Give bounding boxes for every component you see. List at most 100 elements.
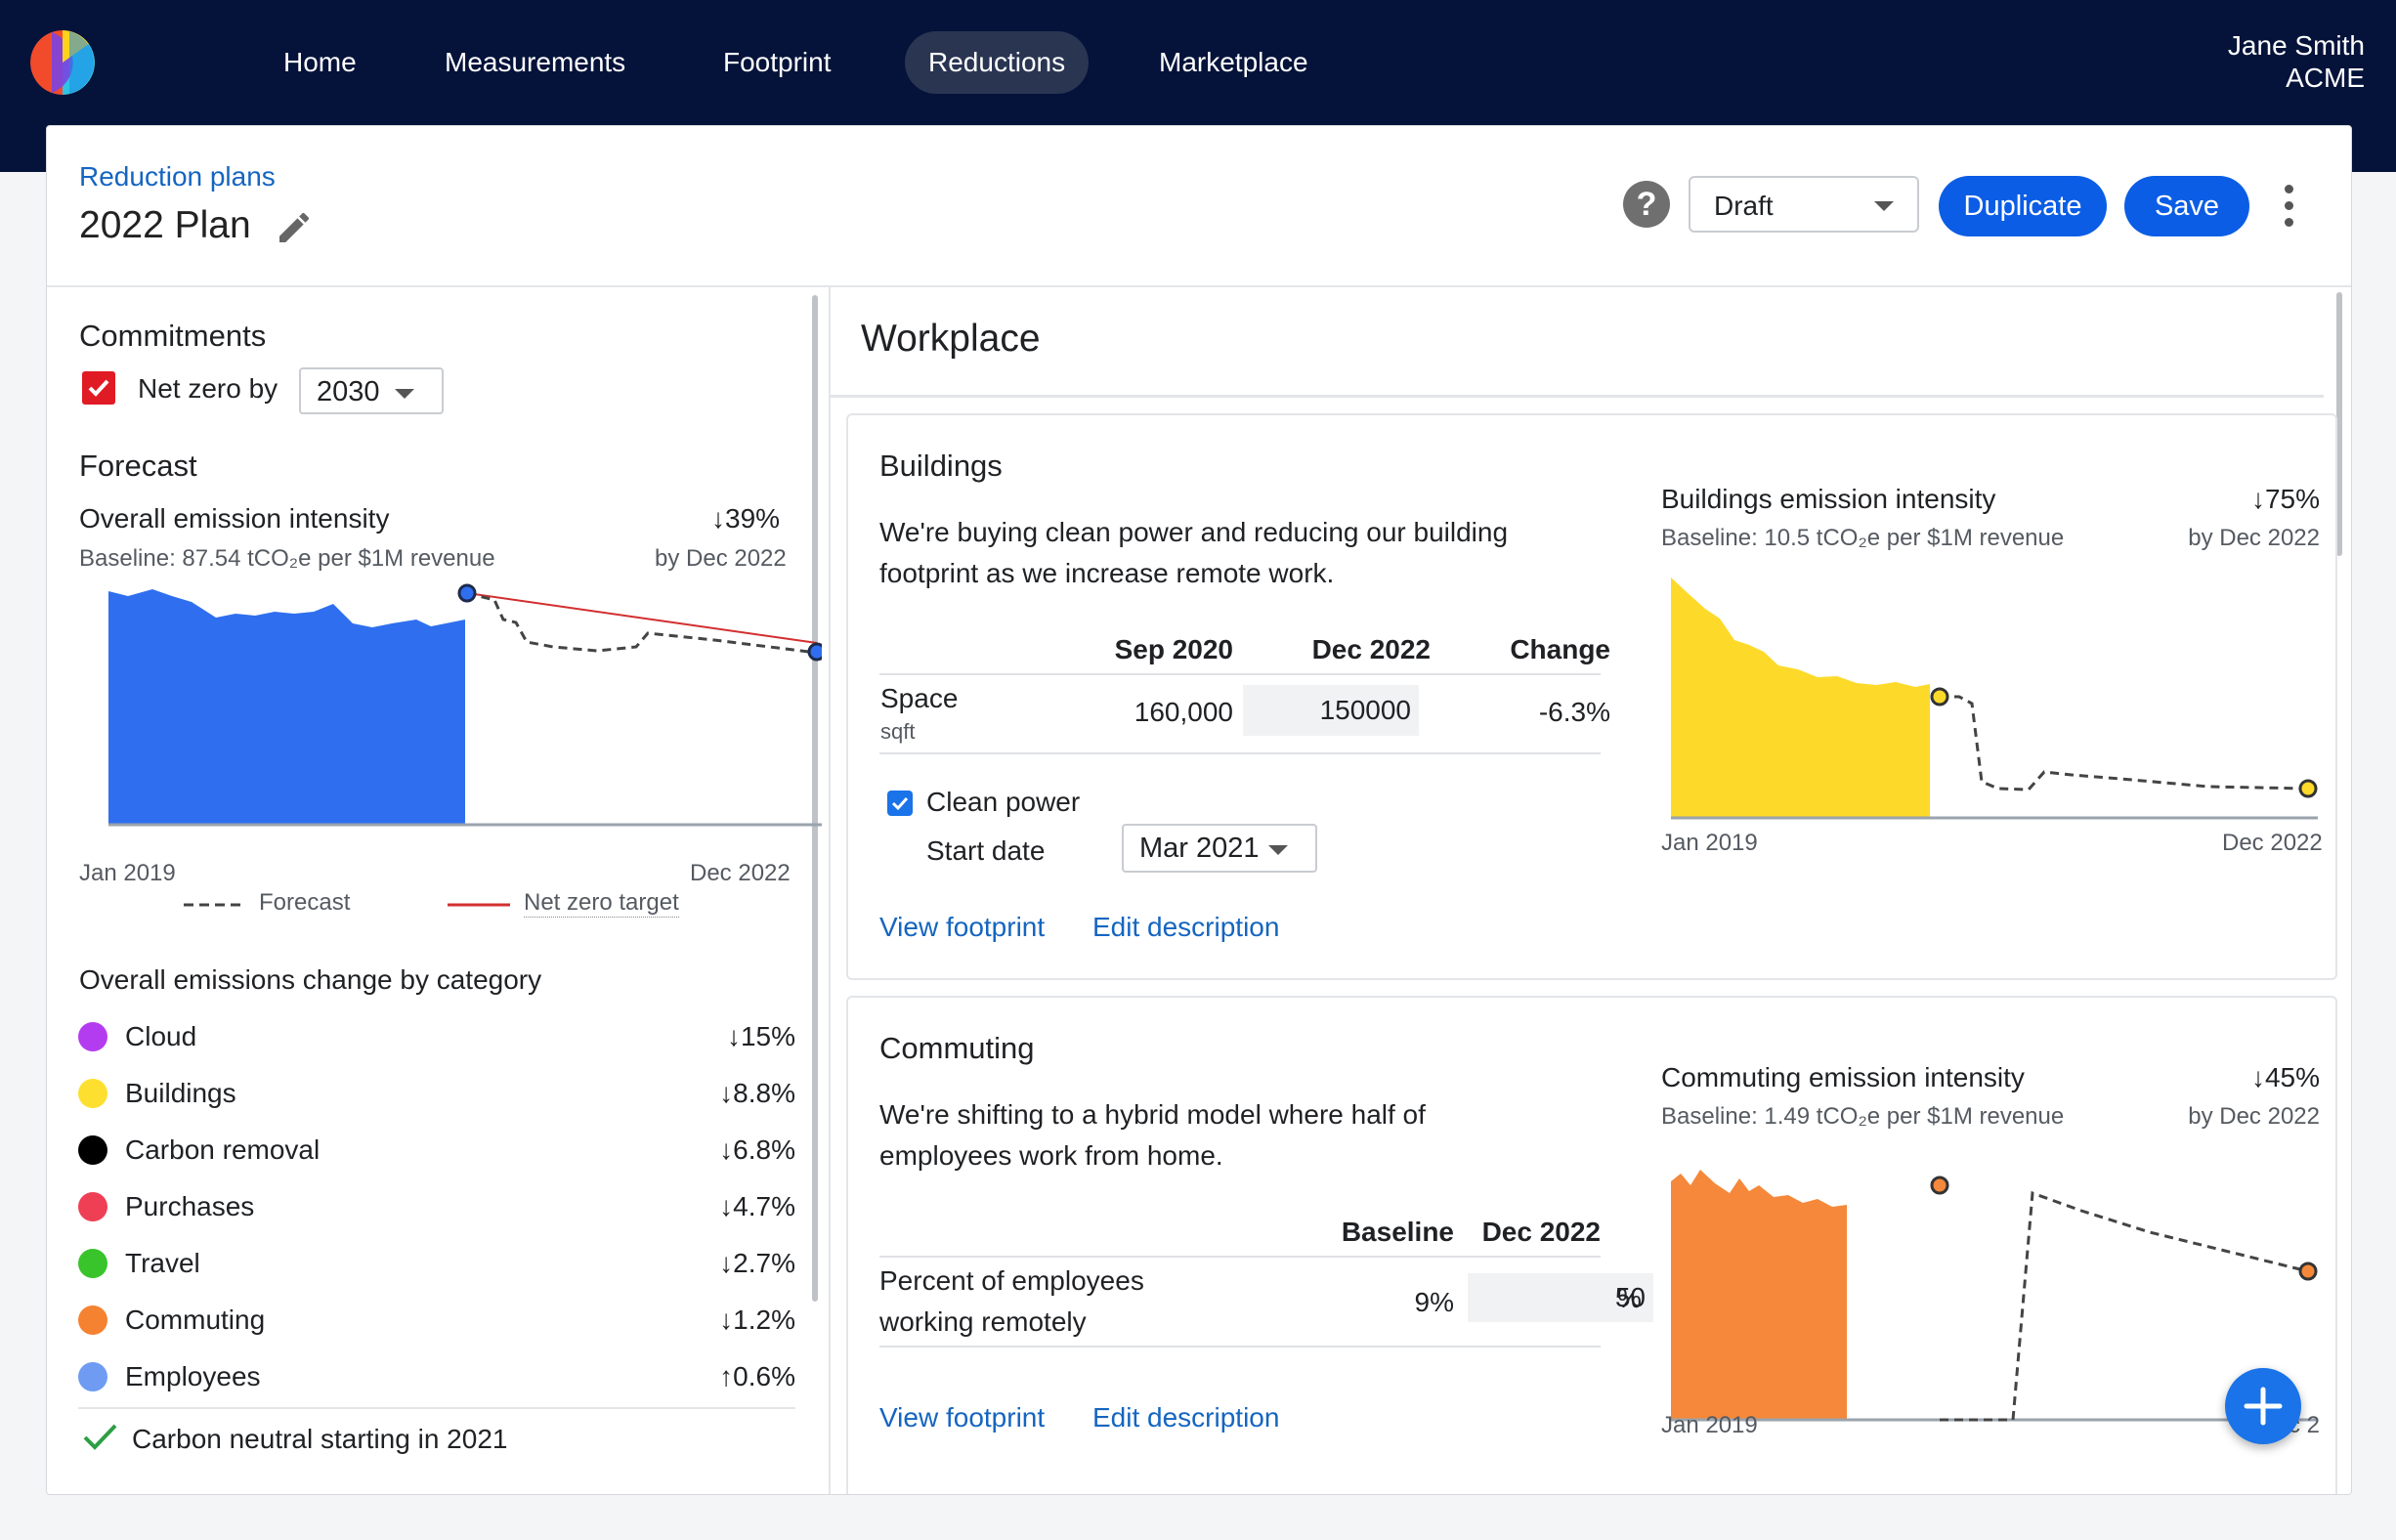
commuting-emission-chart	[1671, 1170, 2318, 1422]
nav-marketplace[interactable]: Marketplace	[1159, 47, 1308, 77]
buildings-edit-description-link[interactable]: Edit description	[1092, 912, 1280, 942]
forecast-title: Forecast	[79, 449, 197, 483]
category-row-carbon-removal: Carbon removal ↓6.8%	[78, 1123, 795, 1179]
col-baseline: Baseline	[1341, 1217, 1454, 1247]
buildings-actual-area	[1671, 578, 1930, 818]
nav-reductions[interactable]: Reductions	[905, 31, 1090, 94]
col-dec-2022: Dec 2022	[1481, 1217, 1601, 1247]
category-change: ↓8.8%	[719, 1078, 795, 1108]
space-label: Space	[880, 683, 959, 713]
carbon-neutral-note: Carbon neutral starting in 2021	[132, 1424, 508, 1454]
purchases-dot	[78, 1192, 107, 1221]
chevron-down-icon	[395, 389, 414, 399]
commuting-end-point	[2298, 1262, 2318, 1281]
commuting-edit-description-link[interactable]: Edit description	[1092, 1402, 1280, 1433]
category-label: Employees	[125, 1361, 261, 1391]
buildings-view-footprint-link[interactable]: View footprint	[879, 912, 1046, 942]
start-date-select[interactable]: Mar 2021	[1122, 824, 1317, 873]
category-label: Commuting	[125, 1305, 266, 1335]
plan-header: Reduction plans 2022 Plan ? Draft Duplic…	[47, 126, 2351, 287]
left-sidebar: Commitments Net zero by 2030 Forecast Ov…	[47, 285, 831, 1494]
col-dec-2022: Dec 2022	[1311, 634, 1431, 664]
remote-dec-input[interactable]: 50	[1468, 1273, 1653, 1322]
app-logo-icon[interactable]	[30, 30, 95, 95]
right-scrollbar[interactable]	[2336, 292, 2342, 556]
net-zero-year-select[interactable]: 2030	[299, 367, 444, 414]
commuting-start-point	[1930, 1176, 1949, 1195]
table-divider	[879, 1346, 1601, 1348]
nav-home[interactable]: Home	[283, 47, 357, 77]
overall-baseline: Baseline: 87.54 tCO₂e per $1M revenue	[79, 545, 495, 572]
buildings-start-point	[1930, 687, 1949, 706]
buildings-chart-baseline: Baseline: 10.5 tCO₂e per $1M revenue	[1661, 525, 2065, 551]
help-icon[interactable]: ?	[1623, 181, 1670, 228]
status-select-value: Draft	[1714, 191, 1774, 221]
table-divider	[879, 752, 1601, 754]
duplicate-button[interactable]: Duplicate	[1939, 176, 2107, 236]
space-unit: sqft	[880, 719, 916, 744]
category-row-cloud: Cloud ↓15%	[78, 1009, 795, 1066]
buildings-card: Buildings We're buying clean power and r…	[846, 413, 2337, 980]
commuting-chart-baseline: Baseline: 1.49 tCO₂e per $1M revenue	[1661, 1103, 2065, 1130]
net-zero-checkbox[interactable]	[82, 371, 115, 405]
breadcrumb-reduction-plans[interactable]: Reduction plans	[79, 161, 276, 192]
clean-power-label: Clean power	[926, 787, 1081, 817]
space-change-value: -6.3%	[1538, 697, 1610, 727]
cloud-dot	[78, 1022, 107, 1051]
commuting-title: Commuting	[879, 1031, 1035, 1065]
overall-intensity-change: ↓39%	[711, 503, 781, 534]
category-row-buildings: Buildings ↓8.8%	[78, 1066, 795, 1123]
buildings-dot	[78, 1079, 107, 1108]
remote-baseline-value: 9%	[1414, 1287, 1454, 1317]
clean-power-checkbox[interactable]	[887, 791, 913, 816]
commuting-description-line1: We're shifting to a hybrid model where h…	[879, 1099, 1426, 1130]
category-change: ↓1.2%	[719, 1305, 795, 1335]
checkmark-icon	[83, 1424, 117, 1450]
category-change: ↑0.6%	[719, 1361, 795, 1391]
edit-pencil-icon[interactable]	[275, 208, 314, 247]
category-change: ↓4.7%	[719, 1191, 795, 1221]
status-select[interactable]: Draft	[1689, 176, 1919, 233]
divider	[78, 1407, 795, 1409]
save-button[interactable]: Save	[2124, 176, 2249, 236]
remote-label-line1: Percent of employees	[879, 1265, 1144, 1296]
workplace-header: Workplace	[831, 285, 2324, 398]
start-date-value: Mar 2021	[1139, 833, 1260, 864]
nav-footprint[interactable]: Footprint	[723, 47, 832, 77]
overall-intensity-title: Overall emission intensity	[79, 503, 390, 534]
buildings-chart-change: ↓75%	[2250, 484, 2320, 514]
buildings-end-point	[2298, 779, 2318, 798]
commuting-dot	[78, 1305, 107, 1335]
user-name: Jane Smith	[2227, 30, 2365, 61]
left-scrollbar[interactable]	[812, 295, 818, 1302]
category-label: Cloud	[125, 1021, 197, 1051]
forecast-end-point	[807, 642, 822, 662]
nav-measurements[interactable]: Measurements	[445, 47, 626, 77]
commuting-forecast-line	[1940, 1190, 2309, 1422]
buildings-chart-title: Buildings emission intensity	[1661, 484, 1996, 514]
commuting-x-start: Jan 2019	[1661, 1412, 1758, 1438]
buildings-emission-chart	[1671, 578, 2318, 820]
actual-area	[108, 582, 465, 825]
buildings-title: Buildings	[879, 449, 1003, 483]
commuting-actual-area	[1671, 1170, 1847, 1420]
col-change: Change	[1510, 634, 1610, 664]
net-zero-year-value: 2030	[317, 376, 380, 407]
add-fab-button[interactable]	[2225, 1368, 2301, 1444]
more-options-icon[interactable]	[2285, 185, 2294, 228]
legend-target-label[interactable]: Net zero target	[524, 889, 679, 918]
forecast-start-point	[457, 583, 477, 603]
category-label: Purchases	[125, 1191, 255, 1221]
commuting-view-footprint-link[interactable]: View footprint	[879, 1402, 1046, 1433]
category-row-purchases: Purchases ↓4.7%	[78, 1179, 795, 1236]
overall-by-date: by Dec 2022	[655, 545, 787, 572]
category-change: ↓6.8%	[719, 1134, 795, 1165]
space-dec-input[interactable]: 150000	[1243, 685, 1419, 736]
buildings-x-end: Dec 2022	[2222, 830, 2323, 856]
travel-dot	[78, 1249, 107, 1278]
category-change: ↓15%	[726, 1021, 795, 1051]
category-label: Travel	[125, 1248, 200, 1278]
category-label: Carbon removal	[125, 1134, 321, 1165]
category-label: Buildings	[125, 1078, 236, 1108]
user-menu[interactable]: Jane Smith ACME	[2228, 29, 2365, 94]
